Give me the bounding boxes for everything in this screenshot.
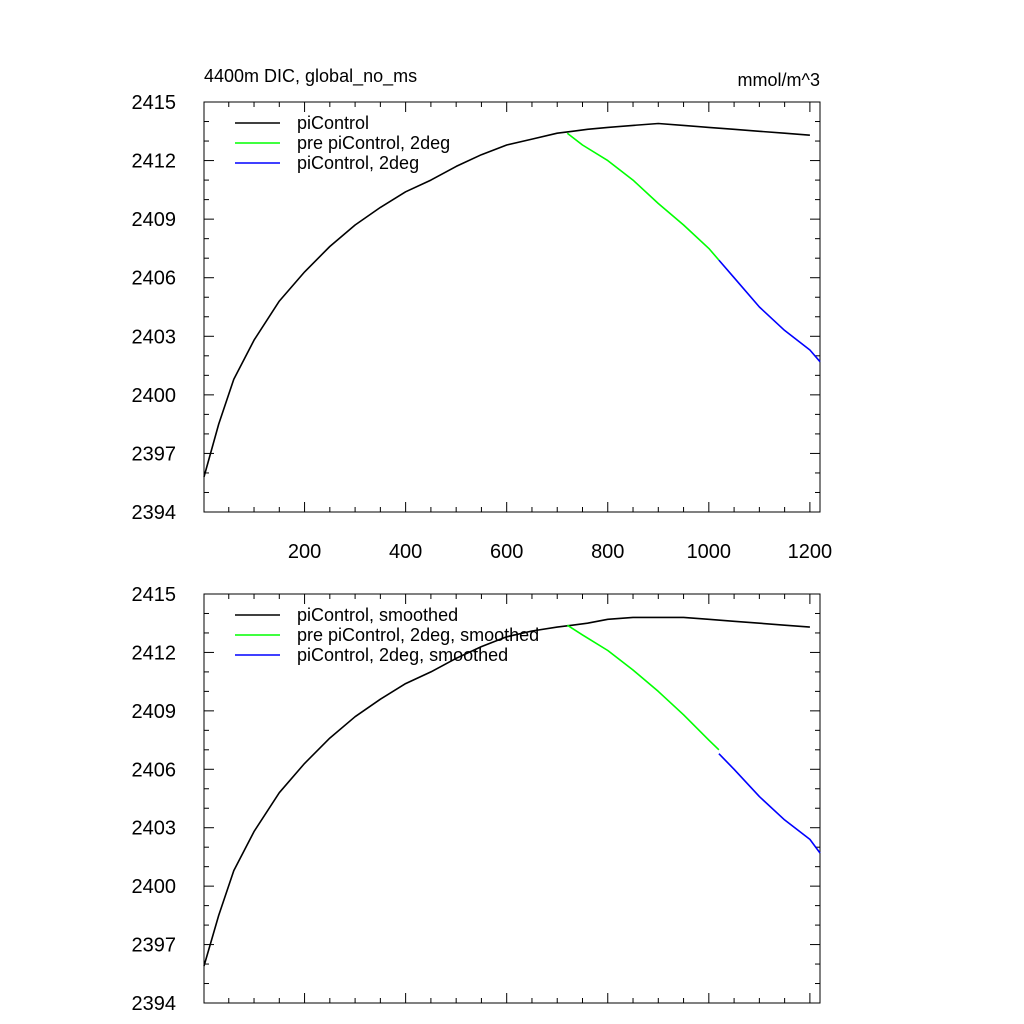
legend-label: piControl, smoothed <box>297 605 458 625</box>
series-line-3 <box>718 753 821 854</box>
panel-2: 2394 2397 2400 2403 2406 2409 2412 2415 piContro… <box>132 584 821 1015</box>
y-tick-label: 2412 <box>132 642 177 664</box>
y-tick-label: 2409 <box>132 701 177 723</box>
legend-label: piControl <box>297 113 369 133</box>
series-line-1 <box>203 122 810 478</box>
y-tick-label: 2415 <box>132 92 177 114</box>
y-tick-label: 2403 <box>132 326 177 348</box>
legend-label: piControl, 2deg, smoothed <box>297 645 508 665</box>
x-tick-label: 800 <box>591 541 624 563</box>
chart-units: mmol/m^3 <box>738 70 820 90</box>
x-tick-label: 200 <box>288 541 321 563</box>
series-line-3 <box>718 259 821 363</box>
y-tick-label: 2412 <box>132 151 177 173</box>
x-tick-label: 400 <box>389 541 422 563</box>
x-tick-label: 1200 <box>788 541 833 563</box>
y-tick-label: 2400 <box>132 876 177 898</box>
y-tick-label: 2394 <box>132 993 177 1015</box>
y-tick-label: 2406 <box>132 268 177 290</box>
legend-label: pre piControl, 2deg <box>297 133 450 153</box>
x-tick-label: 600 <box>490 541 523 563</box>
y-tick-label: 2400 <box>132 385 177 407</box>
series-line-1 <box>203 616 810 967</box>
series-line-2 <box>566 132 720 261</box>
legend-label: piControl, 2deg <box>297 153 419 173</box>
plot-frame <box>203 593 821 1004</box>
y-tick-label: 2406 <box>132 759 177 781</box>
series-line-2 <box>566 624 720 751</box>
panel-1: 2394 2397 2400 2403 2406 2409 2412 2415 200 400 60… <box>132 92 833 563</box>
chart-title: 4400m DIC, global_no_ms <box>204 66 417 87</box>
legend-label: pre piControl, 2deg, smoothed <box>297 625 539 645</box>
plot-frame <box>203 101 821 513</box>
y-tick-label: 2394 <box>132 502 177 524</box>
y-tick-label: 2409 <box>132 209 177 231</box>
x-tick-label: 1000 <box>687 541 732 563</box>
y-tick-label: 2397 <box>132 935 177 957</box>
y-tick-label: 2415 <box>132 584 177 606</box>
y-tick-label: 2397 <box>132 443 177 465</box>
y-tick-label: 2403 <box>132 818 177 840</box>
